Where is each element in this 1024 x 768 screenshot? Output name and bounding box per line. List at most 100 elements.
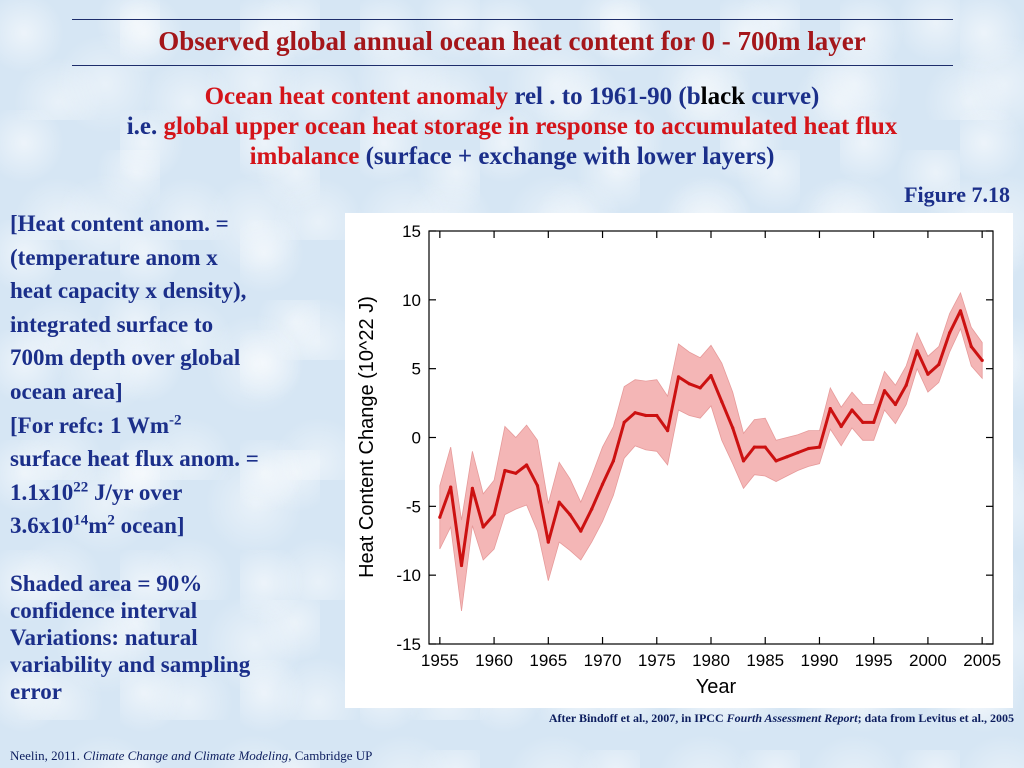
data-point — [676, 375, 681, 379]
data-point — [904, 383, 908, 387]
x-tick-label: 1995 — [855, 651, 893, 670]
reference-text: ocean] — [114, 513, 185, 539]
data-point — [600, 482, 605, 486]
definition-line: heat capacity x density), — [10, 278, 247, 304]
data-point — [438, 515, 442, 519]
subtitle-emphasis: global upper ocean heat storage in respo… — [163, 113, 898, 140]
data-point — [763, 445, 767, 449]
data-point — [741, 459, 746, 463]
data-point — [687, 382, 691, 386]
footer-publisher: Cambridge UP — [291, 748, 373, 763]
y-tick-label: 10 — [402, 291, 421, 310]
data-point — [579, 529, 583, 533]
data-point — [850, 408, 854, 412]
data-point — [817, 445, 822, 449]
y-tick-label: -10 — [396, 566, 421, 585]
data-point — [568, 513, 572, 517]
slide-subtitle: Ocean heat content anomaly rel . to 1961… — [6, 82, 1018, 172]
data-point — [785, 455, 789, 459]
x-tick-label: 2005 — [963, 651, 1001, 670]
definition-line: [Heat content anom. = — [10, 211, 229, 236]
data-point — [655, 413, 659, 418]
definition-line: ocean area] — [10, 378, 123, 404]
data-point — [774, 459, 778, 463]
data-point — [915, 349, 919, 353]
footer-book-title: Climate Change and Climate Modeling, — [83, 748, 292, 763]
data-point — [470, 486, 474, 490]
subtitle-line-3: imbalance (surface + exchange with lower… — [6, 142, 1018, 172]
definition-line: (temperature anom x — [10, 244, 218, 270]
y-tick-label: -5 — [406, 497, 421, 516]
x-tick-label: 1965 — [529, 651, 567, 670]
data-point — [937, 362, 941, 367]
exponent: 14 — [73, 512, 89, 529]
data-point — [459, 563, 464, 568]
subtitle-emphasis: imbalance — [249, 143, 360, 170]
slide-footer: Neelin, 2011. Climate Change and Climate… — [10, 748, 372, 764]
data-point — [449, 485, 453, 489]
data-point — [535, 484, 540, 488]
reference-text: 1.1x10 — [10, 479, 74, 505]
subtitle-text: i.e. — [126, 113, 164, 140]
note-line: error — [10, 679, 62, 704]
data-point — [590, 507, 594, 511]
data-point — [514, 471, 518, 475]
x-tick-label: 1960 — [475, 651, 513, 670]
exponent: 22 — [73, 479, 89, 496]
data-point — [720, 400, 724, 404]
subtitle-black-word: lack — [700, 83, 746, 110]
title-rule-bottom — [72, 65, 953, 66]
definition-line: integrated surface to — [10, 311, 214, 337]
reference-line: [For refc: 1 Wm-2 — [10, 409, 340, 443]
x-tick-label: 1975 — [638, 651, 676, 670]
subtitle-line-1: Ocean heat content anomaly rel . to 1961… — [6, 82, 1018, 112]
y-tick-label: 15 — [402, 222, 421, 241]
data-point — [731, 426, 735, 430]
subtitle-line-2: i.e. global upper ocean heat storage in … — [6, 112, 1018, 142]
y-tick-label: -15 — [396, 635, 421, 654]
x-tick-label: 2000 — [909, 651, 947, 670]
data-point — [611, 459, 615, 463]
data-point — [666, 429, 670, 433]
data-point — [969, 345, 973, 349]
ocean-heat-chart: 1955 1960 1965 1970 1975 1980 1985 1990 1995 2000… — [356, 222, 1001, 698]
definition-line: 700m depth over global — [10, 345, 241, 371]
data-point — [481, 525, 485, 529]
data-point — [807, 446, 811, 451]
x-tick-label: 1990 — [801, 651, 839, 670]
data-point — [893, 402, 898, 407]
figure-label: Figure 7.18 — [904, 182, 1010, 207]
data-point — [828, 407, 832, 411]
data-point — [796, 451, 800, 455]
exponent: -2 — [169, 411, 182, 428]
y-tick-label: 5 — [412, 360, 421, 379]
exponent: 2 — [107, 512, 115, 529]
reference-line: 3.6x1014m2 ocean] — [10, 509, 340, 543]
data-point — [492, 513, 496, 517]
chart-panel: 1955 1960 1965 1970 1975 1980 1985 1990 1995 2000… — [345, 213, 1013, 708]
data-point — [752, 445, 756, 449]
data-point — [698, 386, 702, 390]
reference-line: 1.1x1022 J/yr over — [10, 476, 340, 510]
data-point — [882, 389, 887, 393]
y-axis-title: Heat Content Change (10^22 J) — [356, 296, 378, 578]
x-tick-label: 1970 — [584, 651, 622, 670]
attribution-text: After Bindoff et al., 2007, in IPCC — [548, 711, 727, 725]
definition-text: [Heat content anom. = (temperature anom … — [10, 207, 340, 543]
attribution-report-title: Fourth Assessment Report — [726, 711, 858, 725]
figure-attribution: After Bindoff et al., 2007, in IPCC Four… — [549, 711, 1014, 726]
data-point — [503, 468, 507, 473]
x-tick-label: 1955 — [421, 651, 459, 670]
subtitle-text: rel . to 1961-90 (b — [508, 83, 701, 110]
x-axis-title: Year — [696, 676, 737, 698]
subtitle-emphasis: Ocean heat content anomaly — [204, 83, 509, 110]
reference-line: surface heat flux anom. = — [10, 446, 259, 472]
data-point — [644, 413, 648, 418]
reference-text: 3.6x10 — [10, 513, 74, 539]
data-point — [839, 424, 843, 429]
reference-text: m — [88, 513, 108, 539]
slide-title: Observed global annual ocean heat conten… — [158, 26, 866, 56]
shaded-area-note: Shaded area = 90% confidence interval Va… — [10, 570, 340, 705]
subtitle-text: (surface + exchange with lower layers) — [359, 143, 775, 170]
data-point — [948, 331, 952, 335]
